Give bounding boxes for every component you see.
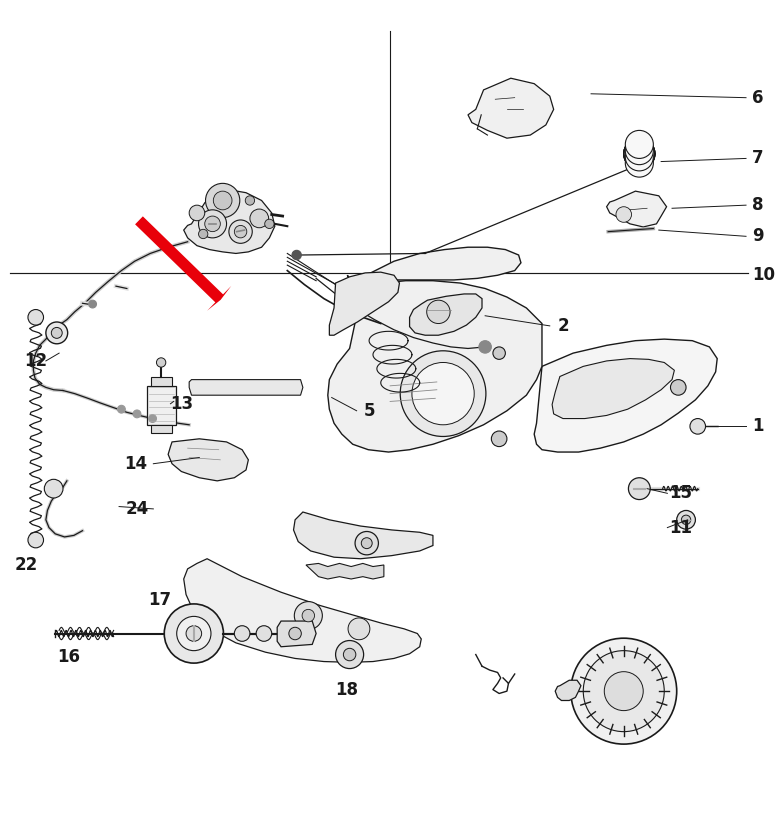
Text: 6: 6 — [752, 88, 764, 107]
Text: 22: 22 — [15, 556, 38, 574]
Text: 13: 13 — [170, 394, 194, 413]
Circle shape — [177, 616, 211, 651]
Polygon shape — [329, 272, 400, 335]
Circle shape — [629, 478, 650, 500]
Circle shape — [292, 250, 301, 259]
Circle shape — [52, 328, 63, 339]
Circle shape — [491, 431, 507, 446]
Text: 2: 2 — [558, 317, 569, 335]
Text: 11: 11 — [669, 519, 692, 536]
Polygon shape — [168, 439, 249, 481]
Circle shape — [335, 641, 364, 669]
Text: 17: 17 — [149, 591, 172, 609]
Circle shape — [343, 648, 356, 661]
Circle shape — [604, 671, 644, 711]
Circle shape — [361, 538, 372, 549]
Circle shape — [199, 210, 227, 238]
Circle shape — [45, 480, 63, 498]
Circle shape — [164, 604, 224, 663]
Polygon shape — [607, 191, 666, 227]
Text: 1: 1 — [752, 417, 764, 435]
Text: 5: 5 — [364, 402, 375, 420]
Circle shape — [265, 219, 274, 229]
Polygon shape — [293, 512, 433, 559]
Polygon shape — [534, 339, 717, 452]
Text: 24: 24 — [125, 500, 149, 518]
Circle shape — [229, 220, 253, 244]
Circle shape — [46, 322, 68, 344]
Circle shape — [186, 626, 202, 641]
Circle shape — [88, 300, 96, 308]
Circle shape — [133, 410, 141, 418]
Text: 15: 15 — [669, 485, 692, 502]
Polygon shape — [189, 379, 303, 395]
Circle shape — [156, 358, 166, 367]
Circle shape — [626, 143, 653, 171]
Polygon shape — [328, 281, 542, 452]
Circle shape — [427, 300, 450, 324]
Circle shape — [205, 216, 221, 232]
Text: 8: 8 — [752, 196, 764, 214]
Polygon shape — [277, 621, 316, 646]
Circle shape — [348, 618, 370, 640]
Polygon shape — [555, 681, 581, 701]
Circle shape — [493, 347, 505, 359]
Circle shape — [149, 414, 156, 423]
Circle shape — [616, 207, 632, 223]
Text: 16: 16 — [58, 648, 81, 666]
Text: 12: 12 — [24, 352, 47, 370]
Circle shape — [670, 379, 686, 395]
Circle shape — [235, 225, 247, 238]
Polygon shape — [552, 359, 674, 419]
Polygon shape — [410, 294, 482, 335]
Circle shape — [626, 149, 653, 177]
Circle shape — [213, 191, 232, 210]
Circle shape — [199, 229, 208, 239]
Text: 7: 7 — [752, 149, 764, 168]
Circle shape — [571, 638, 676, 744]
Polygon shape — [151, 376, 172, 386]
Circle shape — [355, 531, 378, 555]
Circle shape — [250, 209, 268, 228]
Circle shape — [189, 205, 205, 221]
Circle shape — [235, 626, 250, 641]
Text: 10: 10 — [752, 266, 775, 284]
Polygon shape — [184, 559, 421, 662]
Circle shape — [289, 627, 301, 640]
Polygon shape — [468, 78, 554, 138]
Circle shape — [246, 196, 255, 205]
Circle shape — [206, 183, 240, 218]
Circle shape — [294, 601, 322, 630]
Circle shape — [676, 510, 695, 529]
Polygon shape — [151, 425, 172, 433]
Circle shape — [412, 363, 474, 425]
Circle shape — [256, 626, 271, 641]
Circle shape — [28, 309, 44, 325]
Circle shape — [626, 130, 653, 158]
Polygon shape — [306, 564, 384, 579]
Polygon shape — [184, 189, 274, 254]
Circle shape — [302, 610, 314, 622]
Text: 9: 9 — [752, 228, 764, 245]
Text: 14: 14 — [124, 455, 147, 473]
Circle shape — [479, 340, 491, 353]
Circle shape — [28, 532, 44, 548]
Circle shape — [583, 651, 664, 731]
Polygon shape — [147, 386, 176, 425]
Polygon shape — [347, 247, 521, 284]
Circle shape — [681, 515, 691, 525]
Circle shape — [690, 419, 705, 435]
Circle shape — [117, 405, 125, 413]
Circle shape — [626, 137, 653, 164]
Text: 18: 18 — [335, 681, 359, 699]
Circle shape — [400, 351, 486, 436]
